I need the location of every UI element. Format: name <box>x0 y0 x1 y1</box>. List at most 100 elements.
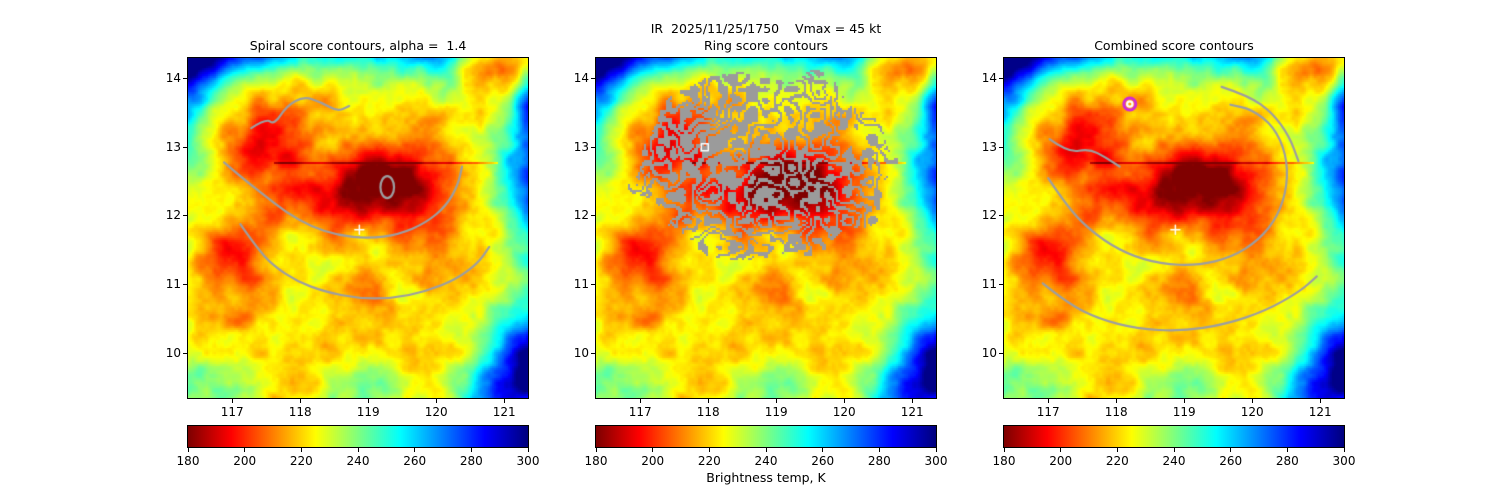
colorbar-tick-mark <box>1173 448 1175 452</box>
x-tick-mark <box>231 399 233 403</box>
colorbar-tick-label: 180 <box>176 454 200 468</box>
y-tick-mark <box>183 215 187 217</box>
y-tick-label: 10 <box>165 345 181 360</box>
y-tick-label: 12 <box>573 208 589 223</box>
colorbar-tick-mark <box>1286 448 1288 452</box>
colorbar-combined <box>1003 425 1345 448</box>
x-tick-mark <box>1183 399 1185 403</box>
panel-title-spiral: Spiral score contours, alpha = 1.4 <box>249 38 467 53</box>
x-tick-label: 121 <box>900 405 924 419</box>
y-tick-label: 10 <box>573 345 589 360</box>
y-tick-mark <box>999 146 1003 148</box>
colorbar-tick-label: 260 <box>403 454 427 468</box>
x-tick-mark <box>503 399 505 403</box>
spiral-score-map <box>187 57 529 399</box>
colorbar-tick-mark <box>878 448 880 452</box>
colorbar-tick-label: 240 <box>346 454 370 468</box>
y-tick-label: 13 <box>573 139 589 154</box>
x-tick-label: 121 <box>1308 405 1332 419</box>
x-tick-mark <box>1251 399 1253 403</box>
colorbar-tick-label: 180 <box>992 454 1016 468</box>
colorbar-tick-mark <box>765 448 767 452</box>
x-tick-label: 117 <box>220 405 244 419</box>
x-tick-mark <box>775 399 777 403</box>
colorbar-tick-mark <box>822 448 824 452</box>
y-tick-label: 12 <box>981 208 997 223</box>
x-tick-label: 120 <box>1240 405 1264 419</box>
x-tick-label: 118 <box>696 405 720 419</box>
y-tick-mark <box>591 215 595 217</box>
combined-score-map <box>1003 57 1345 399</box>
y-tick-mark <box>999 215 1003 217</box>
x-tick-mark <box>367 399 369 403</box>
x-tick-mark <box>1047 399 1049 403</box>
x-tick-label: 118 <box>1104 405 1128 419</box>
y-tick-mark <box>999 284 1003 286</box>
x-tick-mark <box>435 399 437 403</box>
panel-ring-score: IR 2025/11/25/1750 Vmax = 45 kt Ring sco… <box>574 21 948 500</box>
colorbar-tick-label: 280 <box>1275 454 1299 468</box>
y-tick-label: 14 <box>165 71 181 86</box>
x-tick-label: 120 <box>424 405 448 419</box>
x-tick-label: 119 <box>356 405 380 419</box>
colorbar-tick-mark <box>414 448 416 452</box>
panel-spiral-score: Spiral score contours, alpha = 1.4 117 11… <box>166 38 540 500</box>
y-tick-label: 11 <box>981 277 997 292</box>
colorbar-tick-label: 260 <box>1219 454 1243 468</box>
colorbar-tick-label: 200 <box>233 454 257 468</box>
y-tick-mark <box>183 146 187 148</box>
colorbar-tick-label: 220 <box>289 454 313 468</box>
colorbar-tick-label: 300 <box>924 454 948 468</box>
x-tick-mark <box>1115 399 1117 403</box>
colorbar-tick-mark <box>1230 448 1232 452</box>
x-tick-mark <box>1319 399 1321 403</box>
colorbar-tick-label: 260 <box>811 454 835 468</box>
y-tick-label: 12 <box>165 208 181 223</box>
colorbar-tick-mark <box>470 448 472 452</box>
colorbar-tick-label: 300 <box>1332 454 1356 468</box>
x-tick-label: 120 <box>832 405 856 419</box>
colorbar-tick-mark <box>1060 448 1062 452</box>
figure-suptitle: IR 2025/11/25/1750 Vmax = 45 kt <box>650 21 882 36</box>
colorbar-tick-label: 280 <box>459 454 483 468</box>
colorbar-tick-mark <box>1116 448 1118 452</box>
colorbar-tick-mark <box>1343 448 1345 452</box>
panel-title-ring: Ring score contours <box>703 38 829 53</box>
x-tick-label: 121 <box>492 405 516 419</box>
y-tick-mark <box>183 78 187 80</box>
colorbar-tick-label: 180 <box>584 454 608 468</box>
x-tick-mark <box>911 399 913 403</box>
colorbar-tick-label: 280 <box>867 454 891 468</box>
y-tick-label: 14 <box>981 71 997 86</box>
y-tick-mark <box>999 352 1003 354</box>
colorbar-tick-label: 240 <box>754 454 778 468</box>
colorbar-tick-mark <box>935 448 937 452</box>
colorbar-tick-mark <box>595 448 597 452</box>
y-tick-mark <box>591 284 595 286</box>
x-tick-mark <box>707 399 709 403</box>
colorbar-spiral <box>187 425 529 448</box>
y-tick-label: 11 <box>165 277 181 292</box>
colorbar-tick-mark <box>652 448 654 452</box>
x-tick-label: 117 <box>1036 405 1060 419</box>
y-tick-mark <box>183 284 187 286</box>
colorbar-tick-label: 300 <box>516 454 540 468</box>
y-tick-label: 14 <box>573 71 589 86</box>
colorbar-tick-mark <box>1003 448 1005 452</box>
y-tick-label: 13 <box>165 139 181 154</box>
colorbar-tick-label: 220 <box>1105 454 1129 468</box>
colorbar-ring <box>595 425 937 448</box>
x-tick-mark <box>843 399 845 403</box>
y-tick-label: 11 <box>573 277 589 292</box>
panel-title-combined: Combined score contours <box>1094 38 1254 53</box>
y-tick-label: 13 <box>981 139 997 154</box>
colorbar-tick-label: 200 <box>1049 454 1073 468</box>
x-tick-mark <box>639 399 641 403</box>
y-tick-mark <box>183 352 187 354</box>
x-tick-label: 119 <box>764 405 788 419</box>
colorbar-label: Brightness temp, K <box>706 470 826 485</box>
y-tick-label: 10 <box>981 345 997 360</box>
y-tick-mark <box>591 146 595 148</box>
colorbar-tick-mark <box>244 448 246 452</box>
